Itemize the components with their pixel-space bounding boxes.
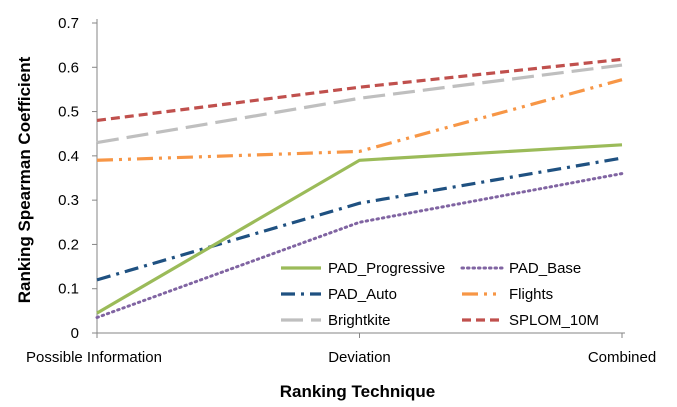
x-tick-label: Deviation: [328, 349, 391, 366]
legend-label: Brightkite: [328, 312, 391, 329]
y-tick-labels: 0 0.1 0.2 0.3 0.4 0.5 0.6 0.7: [58, 15, 97, 342]
series-line-brightkite: [96, 63, 623, 145]
x-tick-label: Possible Information: [26, 349, 162, 366]
y-tick-label: 0.3: [58, 192, 79, 209]
axes: [96, 19, 625, 334]
legend-label: PAD_Base: [509, 260, 581, 277]
y-tick-label: 0.1: [58, 281, 79, 298]
legend-label: PAD_Progressive: [328, 260, 445, 277]
x-tick-label: Combined: [588, 349, 656, 366]
y-tick-label: 0: [71, 325, 79, 342]
legend-label: SPLOM_10M: [509, 312, 599, 329]
y-tick-label: 0.2: [58, 236, 79, 253]
series-line-pad-base: [95, 172, 624, 319]
series-line-flights: [96, 78, 623, 162]
legend-label: PAD_Auto: [328, 286, 397, 303]
y-tick-label: 0.4: [58, 148, 79, 165]
series-line-pad-auto: [96, 156, 623, 282]
y-tick-label: 0.6: [58, 59, 79, 76]
x-axis-title: Ranking Technique: [280, 382, 436, 401]
x-tick-labels: Possible Information Deviation Combined: [26, 333, 656, 366]
legend: PAD_Progressive PAD_Base PAD_Auto Flights Br…: [281, 260, 599, 329]
series-line-splom-10m: [96, 57, 623, 123]
legend-label: Flights: [509, 286, 553, 303]
y-tick-label: 0.7: [58, 15, 79, 32]
series-line-pad-progressive: [96, 143, 623, 315]
y-tick-label: 0.5: [58, 104, 79, 121]
series-lines: [95, 57, 624, 319]
y-axis-title: Ranking Spearman Coefficient: [15, 56, 34, 303]
